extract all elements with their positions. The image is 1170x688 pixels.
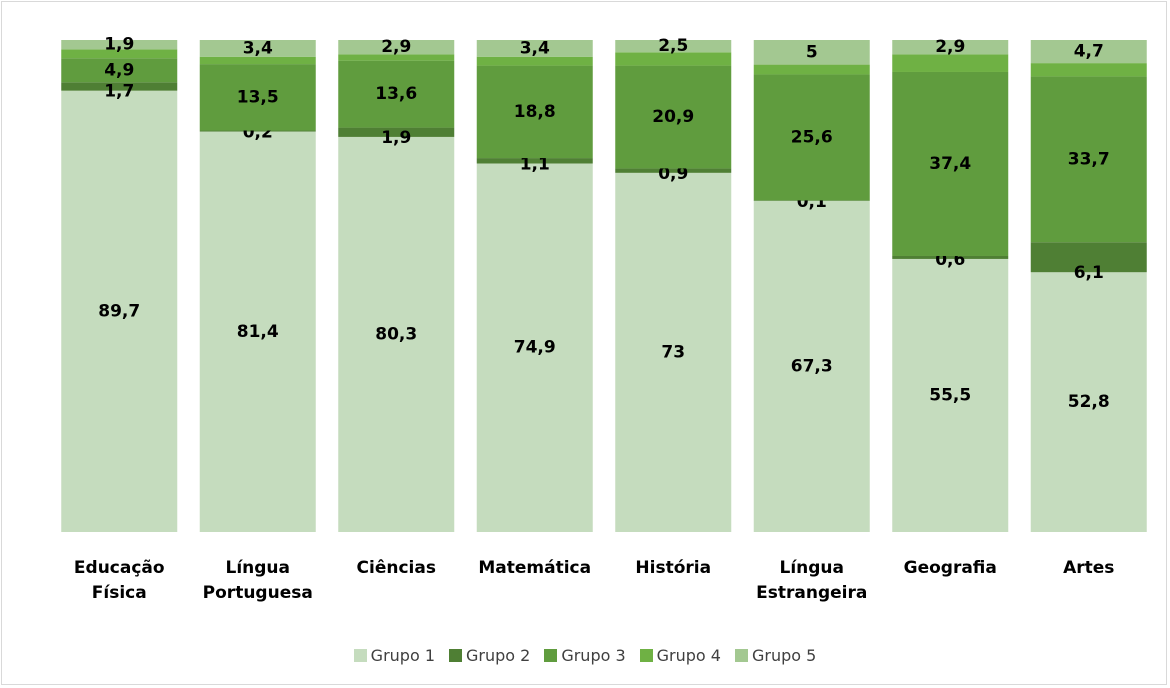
data-label: 2,9 [935,37,965,57]
bar-segment [615,65,732,169]
bar-segment [199,131,316,532]
data-label: 18,8 [514,102,556,122]
bar-segment [338,54,455,61]
data-label: 3,4 [243,38,273,58]
bar-segment [615,168,732,173]
legend-swatch [639,649,653,662]
bar-segment [892,255,1009,259]
bar-segment [61,40,178,50]
data-label: 13,6 [375,84,417,104]
bar-segment [615,172,732,532]
bar-segment [61,82,178,91]
x-tick-label: Língua Estrangeira [756,558,868,603]
data-label: 73 [661,342,685,362]
x-tick-label: Língua Portuguesa [202,558,313,603]
data-label: 74,9 [514,338,556,358]
data-label: 2,9 [381,37,411,57]
x-tick-label: História [635,558,712,578]
data-label: 25,6 [791,127,833,147]
data-label: 1,1 [520,154,550,174]
x-tick-label: Matemática [478,558,592,578]
data-label: 67,3 [791,356,833,376]
bar-segment [1030,76,1147,243]
data-label: 33,7 [1068,149,1110,169]
bar-segment [338,40,455,55]
data-label: 13,5 [237,87,279,107]
bar-segment [892,258,1009,532]
data-label: 1,7 [104,82,134,102]
bar-segment [753,40,870,65]
data-label: 80,3 [375,324,417,344]
legend-label: Grupo 5 [751,646,817,665]
data-label: 89,7 [98,301,140,321]
bar-segment [476,158,593,164]
bar-segment [338,60,455,128]
bar-segment [338,127,455,137]
legend-item: Grupo 1 [353,646,435,665]
legend-swatch [449,649,462,662]
legend-item: Grupo 5 [734,646,817,665]
legend-swatch [544,649,558,662]
legend-item: Grupo 4 [639,646,721,665]
bar-segment [753,74,870,201]
legend-item: Grupo 2 [449,646,530,665]
bar-segment [1030,63,1147,77]
legend-label: Grupo 1 [370,646,435,665]
legend-label: Grupo 2 [466,646,531,665]
bar-segment [615,52,732,66]
data-label: 3,4 [520,38,550,58]
bar-segment [61,90,178,533]
bar-segment [338,136,455,532]
bar-segment [199,40,316,57]
data-label: 6,1 [1074,263,1104,283]
bar-segment [753,64,870,75]
bar-segment [199,130,316,132]
data-label: 4,7 [1074,42,1104,62]
bar-segment [61,58,178,83]
bar-segment [615,40,732,53]
bar-segment [61,49,178,59]
data-label: 20,9 [652,107,694,127]
bar-segment [892,71,1009,256]
data-label: 1,9 [104,35,134,55]
bar-segment [476,40,593,57]
bar-segment [1030,242,1147,273]
bar-segment [476,163,593,532]
legend-swatch [734,649,748,662]
legend: Grupo 1 Grupo 2 Grupo 3 Grupo 4 Grupo 5 [0,646,1170,665]
bar-segment [753,200,870,532]
bar-segment [199,64,316,131]
data-label: 55,5 [929,385,971,405]
legend-item: Grupo 3 [544,646,626,665]
bar-segment [1030,40,1147,64]
bar-segment [476,65,593,159]
data-label: 4,9 [104,60,134,80]
data-label: 1,9 [381,128,411,148]
data-label: 52,8 [1068,392,1110,412]
bar-segment [199,56,316,65]
data-label: 2,5 [658,36,688,56]
legend-label: Grupo 4 [656,646,721,665]
bar-segment [476,56,593,66]
x-tick-label: Ciências [356,558,436,578]
legend-swatch [353,649,367,662]
data-label: 37,4 [929,154,971,174]
data-label: 0,9 [658,164,688,184]
x-tick-label: Educação Física [73,558,165,603]
data-label: 5 [806,42,818,62]
data-label: 81,4 [237,322,279,342]
legend-label: Grupo 3 [561,646,626,665]
bar-segment [892,54,1009,72]
bar-segment [1030,272,1147,532]
x-tick-label: Geografia [903,558,997,578]
x-tick-label: Artes [1063,558,1115,578]
bar-segment [892,40,1009,55]
